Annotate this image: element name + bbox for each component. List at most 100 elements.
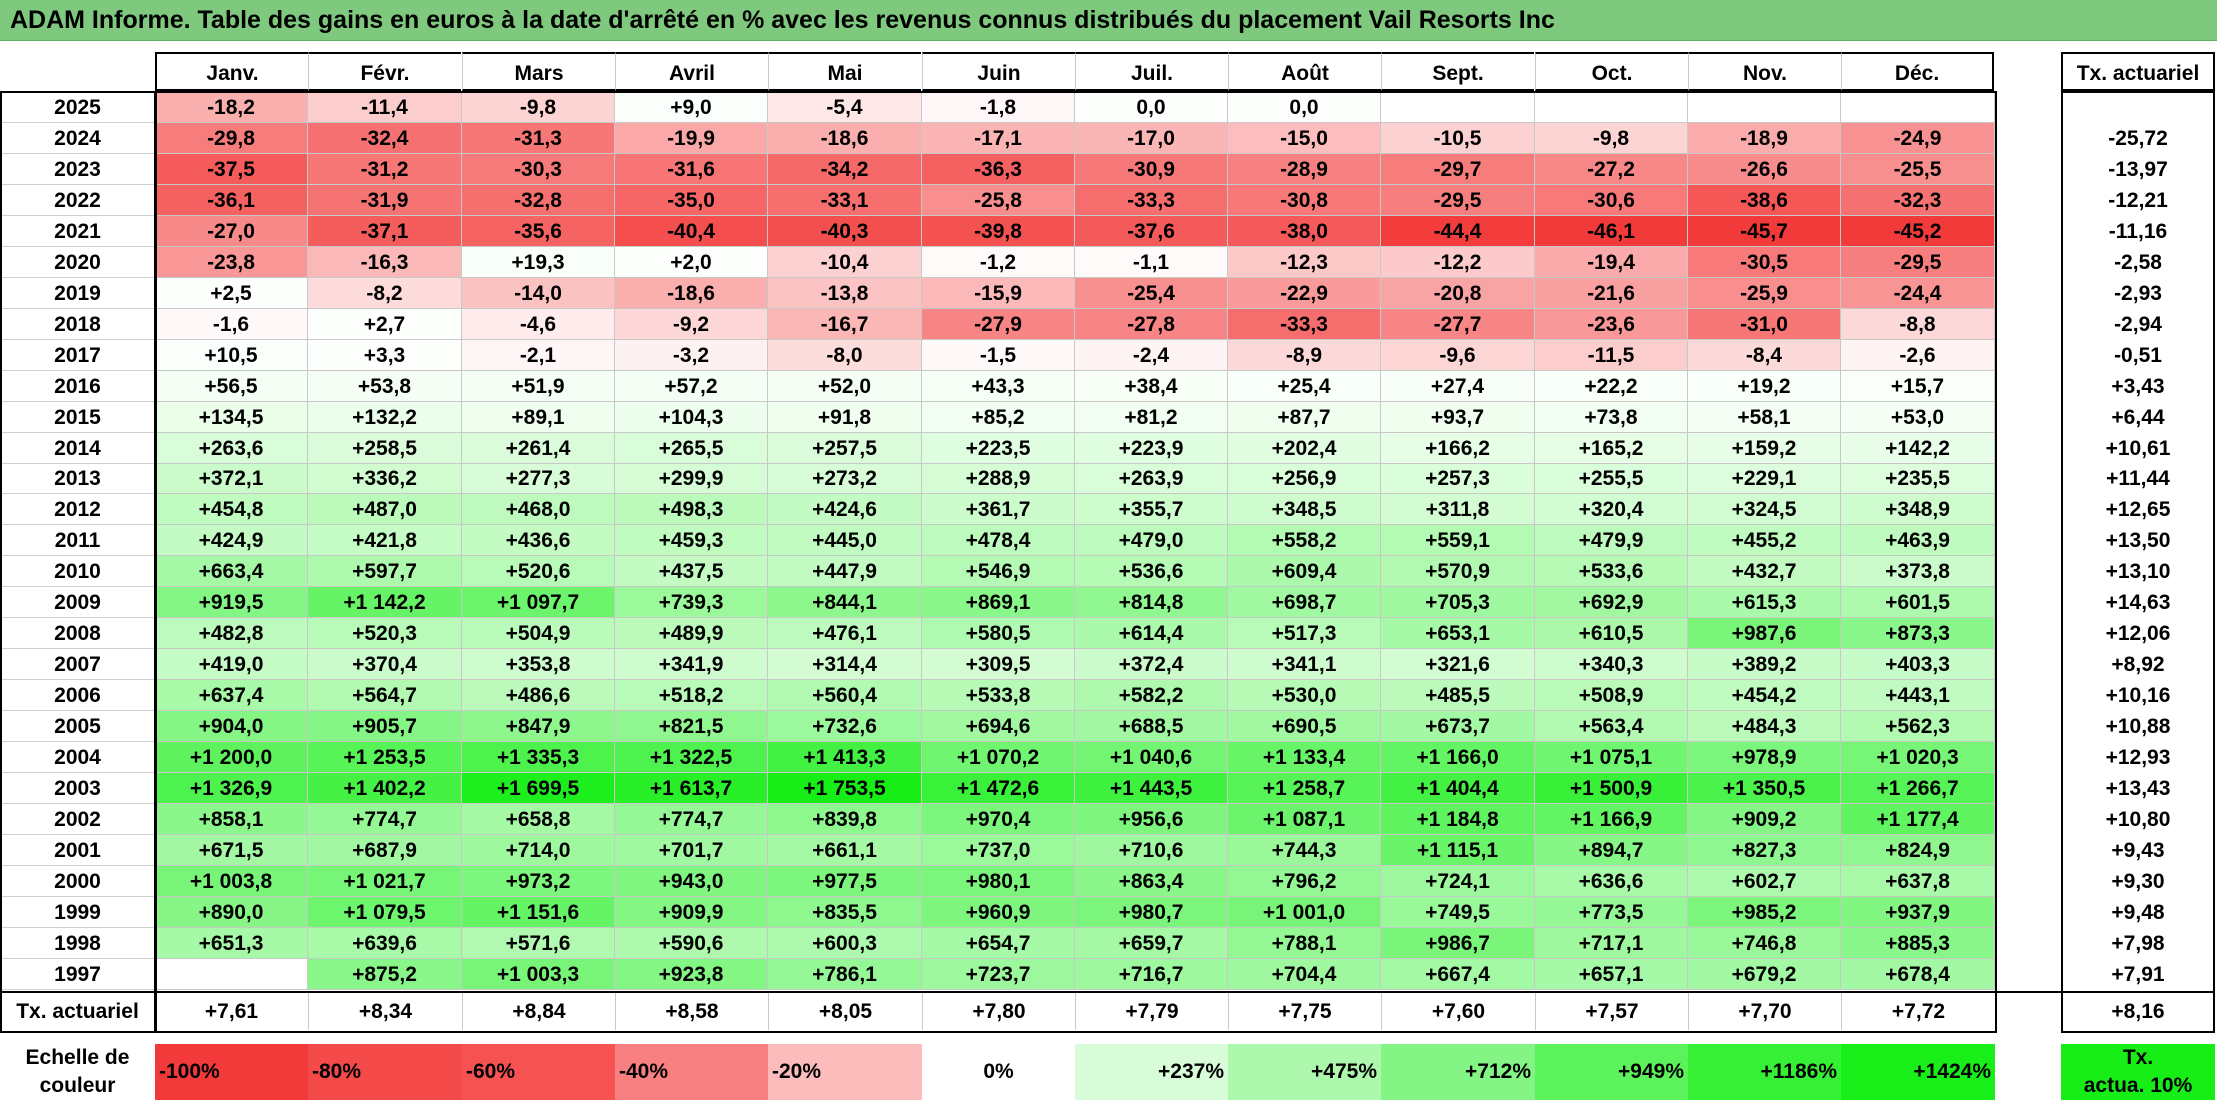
table-cell: +257,3 [1381, 464, 1535, 494]
table-cell: -27,2 [1535, 154, 1688, 185]
report-title: ADAM Informe. Table des gains en euros à… [0, 0, 2217, 41]
table-cell: +340,3 [1535, 649, 1688, 680]
table-cell: +255,5 [1535, 464, 1688, 494]
table-cell: +600,3 [768, 928, 922, 959]
table-cell: +403,3 [1841, 649, 1995, 680]
table-cell: +485,5 [1381, 680, 1535, 711]
rate-cell: +10,80 [2105, 808, 2171, 831]
scale-swatch: +1424% [1841, 1044, 1995, 1100]
year-label: 2014 [0, 433, 155, 464]
year-label: 2012 [0, 494, 155, 525]
year-label: 1999 [0, 897, 155, 928]
table-cell: +746,8 [1688, 928, 1841, 959]
table-cell: +774,7 [615, 804, 768, 835]
month-header: Juin [922, 52, 1075, 91]
scale-swatch: -100% [155, 1044, 308, 1100]
table-cell: -27,8 [1075, 309, 1228, 340]
rate-cell: +13,43 [2105, 777, 2171, 800]
table-cell: -8,8 [1841, 309, 1995, 340]
rate-cell: +9,48 [2111, 901, 2165, 924]
table-cell: +134,5 [155, 402, 308, 433]
table-cell: +341,1 [1228, 649, 1381, 680]
table-cell: +373,8 [1841, 556, 1995, 587]
table-cell: +694,6 [922, 711, 1075, 742]
rate-cell: +14,63 [2105, 591, 2171, 614]
table-cell: -8,2 [308, 278, 462, 309]
table-cell: +739,3 [615, 587, 768, 618]
table-cell: -30,6 [1535, 185, 1688, 216]
table-cell: +869,1 [922, 587, 1075, 618]
scale-label-line2: couleur [39, 1074, 116, 1097]
table-cell: +508,9 [1535, 680, 1688, 711]
table-cell: +479,0 [1075, 525, 1228, 556]
table-cell: +443,1 [1841, 680, 1995, 711]
table-cell: -9,6 [1381, 340, 1535, 371]
rate-cell: +6,44 [2111, 406, 2165, 429]
rate-cell: +7,91 [2111, 963, 2165, 986]
table-cell: -16,7 [768, 309, 922, 340]
table-cell: +459,3 [615, 525, 768, 556]
table-cell [155, 959, 308, 990]
table-cell: +1 413,3 [768, 742, 922, 773]
table-cell: +858,1 [155, 804, 308, 835]
table-cell: +827,3 [1688, 835, 1841, 866]
table-cell: +678,4 [1841, 959, 1995, 990]
rate-header: Tx. actuariel [2061, 52, 2215, 91]
table-cell: +980,7 [1075, 897, 1228, 928]
table-cell: +52,0 [768, 371, 922, 402]
table-cell: +564,7 [308, 680, 462, 711]
table-cell: +93,7 [1381, 402, 1535, 433]
table-cell: -23,6 [1535, 309, 1688, 340]
table-cell: -10,5 [1381, 123, 1535, 154]
table-cell: +597,7 [308, 556, 462, 587]
table-cell: +637,4 [155, 680, 308, 711]
table-cell: +847,9 [462, 711, 615, 742]
table-cell: -25,9 [1688, 278, 1841, 309]
year-label: 2023 [0, 154, 155, 185]
table-cell: +348,5 [1228, 494, 1381, 525]
table-cell: +85,2 [922, 402, 1075, 433]
table-cell: +923,8 [615, 959, 768, 990]
year-label: 2002 [0, 804, 155, 835]
table-cell: -17,1 [922, 123, 1075, 154]
table-cell: +661,1 [768, 835, 922, 866]
table-cell: -33,1 [768, 185, 922, 216]
table-cell: +654,7 [922, 928, 1075, 959]
table-cell: -26,6 [1688, 154, 1841, 185]
table-cell: -37,5 [155, 154, 308, 185]
table-cell: +455,2 [1688, 525, 1841, 556]
table-cell: +56,5 [155, 371, 308, 402]
table-cell: +985,2 [1688, 897, 1841, 928]
table-cell: +960,9 [922, 897, 1075, 928]
year-label: 2004 [0, 742, 155, 773]
table-cell: +1 040,6 [1075, 742, 1228, 773]
footer-rate-cell: +8,34 [308, 993, 462, 1030]
table-cell: +943,0 [615, 866, 768, 897]
table-cell: -9,8 [462, 92, 615, 123]
year-label: 2013 [0, 464, 155, 494]
table-cell: +424,9 [155, 525, 308, 556]
table-cell: +1 087,1 [1228, 804, 1381, 835]
table-cell: +615,3 [1688, 587, 1841, 618]
table-cell: +601,5 [1841, 587, 1995, 618]
table-cell: +372,1 [155, 464, 308, 494]
scale-swatch: -20% [768, 1044, 922, 1100]
table-cell: +447,9 [768, 556, 922, 587]
table-cell: -32,8 [462, 185, 615, 216]
rate-cell: +13,50 [2105, 529, 2171, 552]
table-cell: -5,4 [768, 92, 922, 123]
rate-cell: -0,51 [2114, 344, 2162, 367]
table-cell: +1 266,7 [1841, 773, 1995, 804]
rate-cell: +12,06 [2105, 622, 2171, 645]
table-cell: -4,6 [462, 309, 615, 340]
table-cell: +970,4 [922, 804, 1075, 835]
table-cell: +1 404,4 [1381, 773, 1535, 804]
rate-cell: +8,92 [2111, 653, 2165, 676]
table-cell: -31,9 [308, 185, 462, 216]
table-cell: +89,1 [462, 402, 615, 433]
table-cell: +890,0 [155, 897, 308, 928]
table-cell: +717,1 [1535, 928, 1688, 959]
year-label: 2018 [0, 309, 155, 340]
table-cell: +814,8 [1075, 587, 1228, 618]
table-cell: -2,6 [1841, 340, 1995, 371]
